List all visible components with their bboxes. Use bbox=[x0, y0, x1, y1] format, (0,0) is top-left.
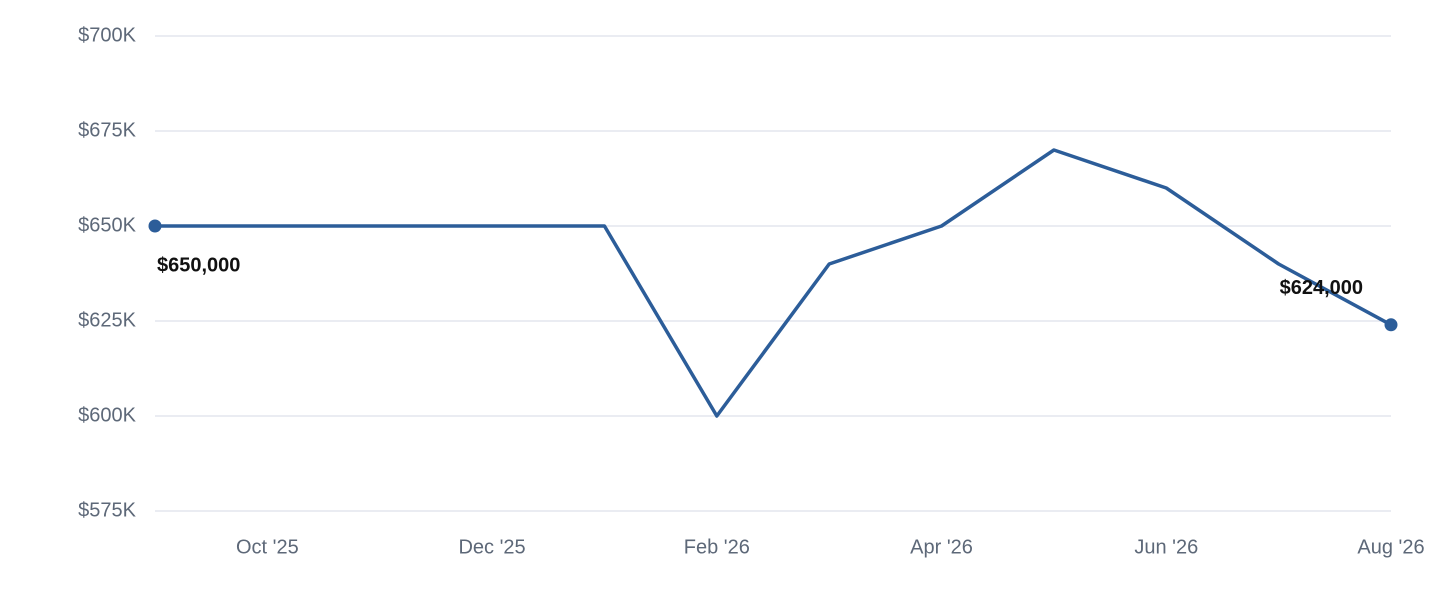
value-label: $624,000 bbox=[1280, 277, 1363, 299]
y-tick-label: $650K bbox=[78, 214, 136, 236]
x-tick-label: Apr '26 bbox=[910, 536, 973, 558]
point-marker bbox=[148, 219, 162, 233]
value-label: $650,000 bbox=[157, 254, 240, 276]
x-tick-label: Dec '25 bbox=[458, 536, 525, 558]
line bbox=[155, 148, 1392, 418]
y-tick-label: $625K bbox=[78, 309, 136, 331]
x-tick-label: Aug '26 bbox=[1357, 536, 1424, 558]
y-tick-label: $675K bbox=[78, 119, 136, 141]
x-tick-label: Feb '26 bbox=[684, 536, 750, 558]
x-tick-label: Oct '25 bbox=[236, 536, 299, 558]
x-tick-label: Jun '26 bbox=[1134, 536, 1198, 558]
point-marker bbox=[1384, 318, 1398, 332]
y-tick-label: $700K bbox=[78, 24, 136, 46]
y-tick-label: $600K bbox=[78, 404, 136, 426]
y-tick-label: $575K bbox=[78, 499, 136, 521]
